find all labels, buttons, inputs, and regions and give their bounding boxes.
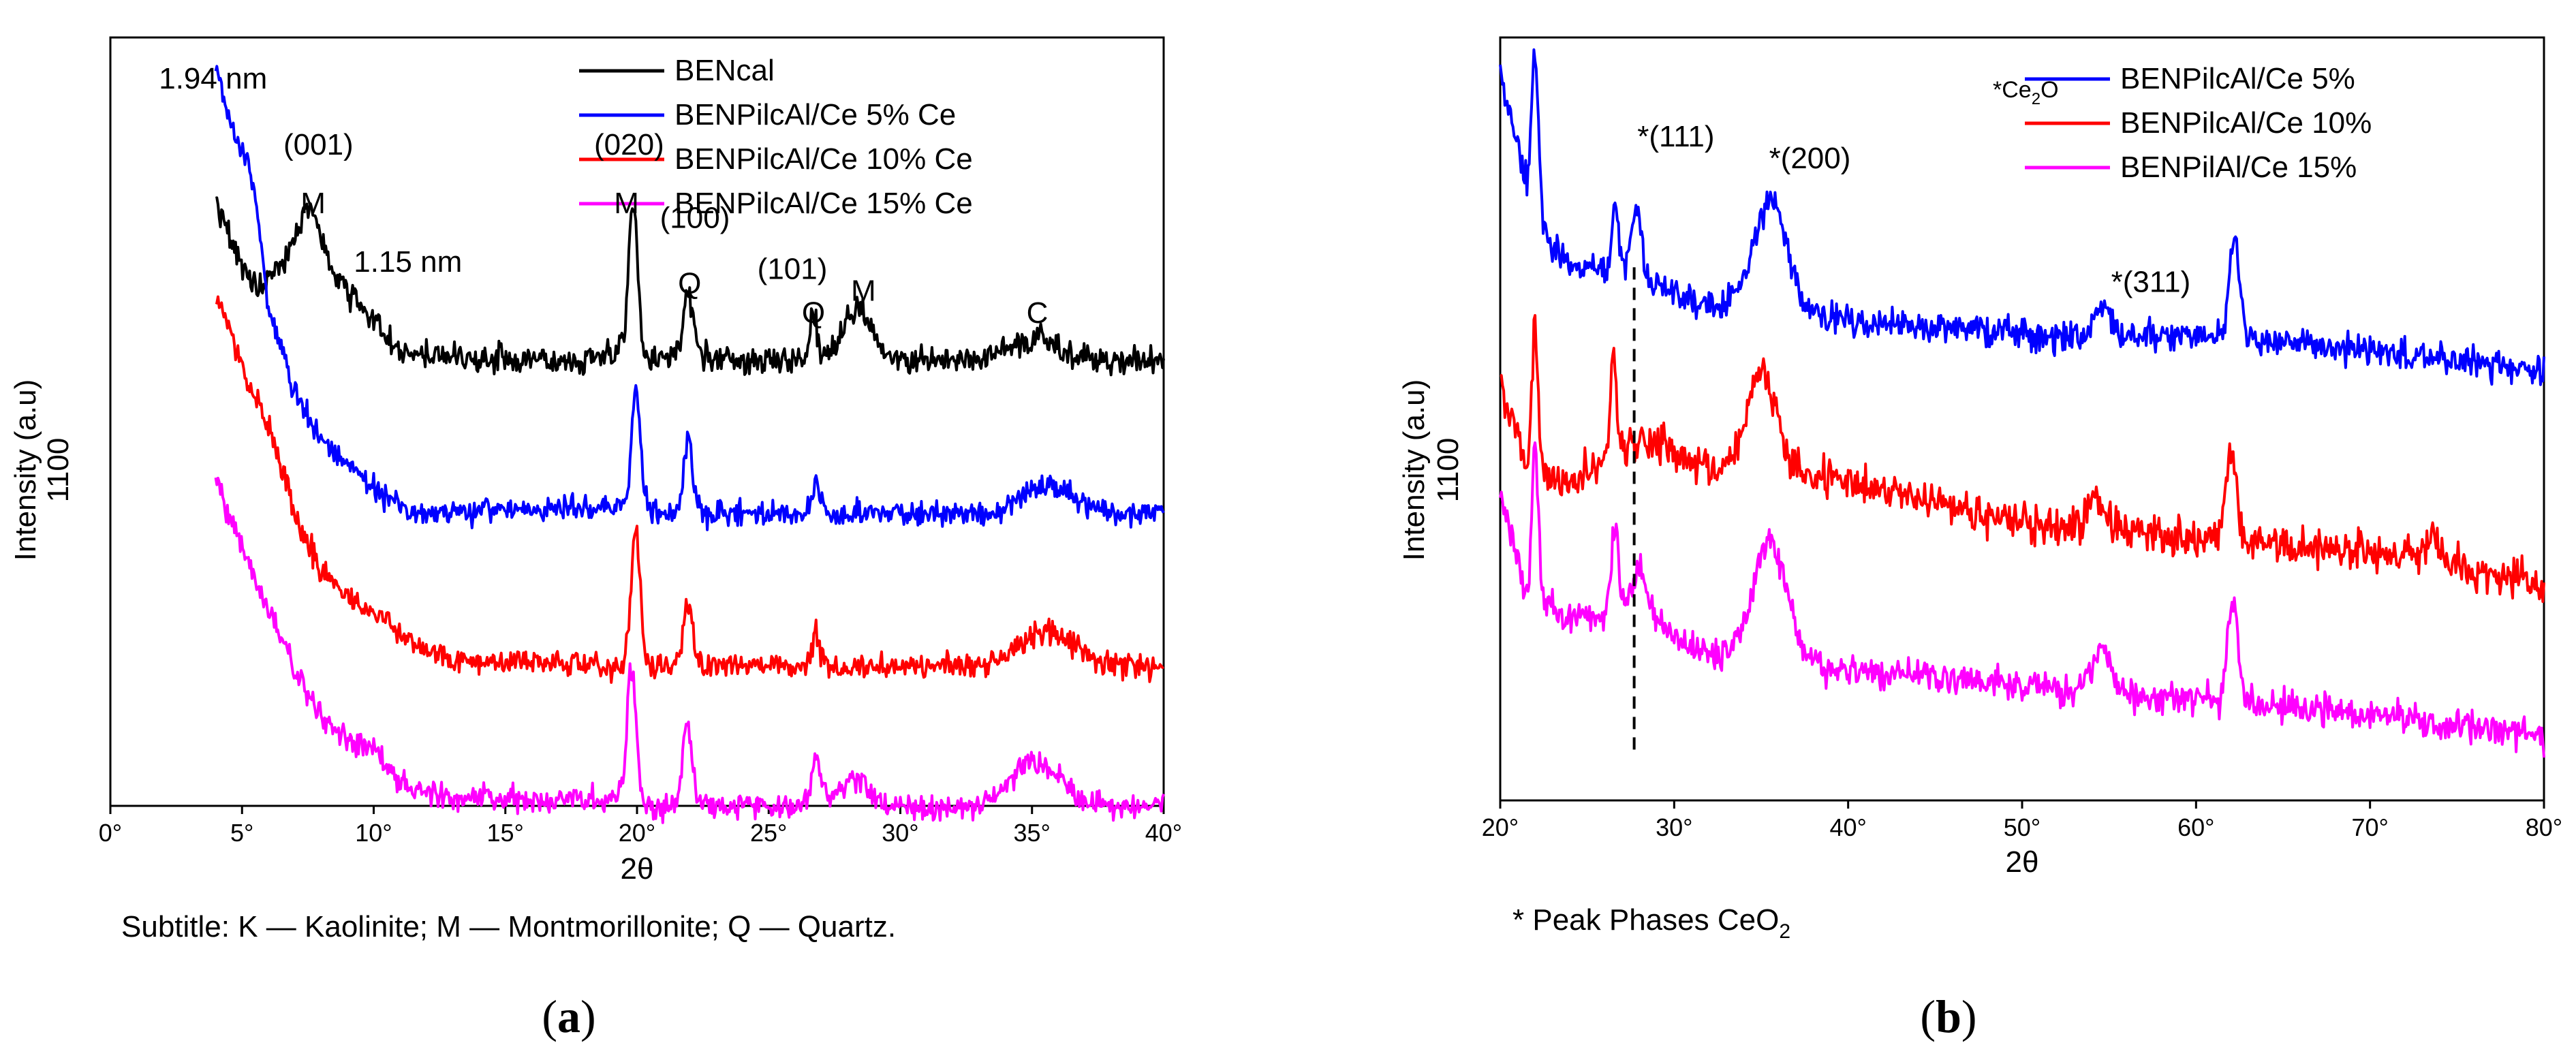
x-tick-label-a: 15° <box>487 819 524 847</box>
peak-annotation-b: *(311) <box>2111 265 2191 298</box>
x-tick-label-b: 30° <box>1656 813 1692 841</box>
peak-annotation-a: 1.94 nm <box>159 62 267 95</box>
y-axis-title-b: Intensity (a.u) <box>1397 379 1431 561</box>
panel-label-b: (b) <box>1920 990 1976 1042</box>
x-axis-title-b: 2θ <box>2006 845 2039 879</box>
panel-label-a: (a) <box>542 990 595 1042</box>
peak-annotation-b: *(200) <box>1769 142 1851 175</box>
series-group-a <box>214 65 1165 824</box>
series-line-a-2 <box>214 65 1165 531</box>
peak-annotation-a: Q <box>802 296 825 330</box>
peak-annotation-a: (101) <box>758 253 828 286</box>
legend-label-b: BENPilcAl/Ce 10% <box>2120 106 2372 140</box>
x-tick-label-a: 40° <box>1145 819 1182 847</box>
legend-label-b: BENPilcAl/Ce 5% <box>2120 62 2355 95</box>
series-line-b-3 <box>1499 441 2545 758</box>
series-line-a-3 <box>215 295 1165 684</box>
y-axis-title-a: Intensity (a.u) <box>9 379 42 561</box>
x-tick-label-a: 35° <box>1014 819 1051 847</box>
series-line-a-1 <box>215 196 1165 377</box>
peak-annotation-a: M <box>614 187 639 220</box>
peak-annotation-a: M <box>851 275 876 308</box>
x-tick-label-a: 30° <box>882 819 918 847</box>
peak-annotation-a: M <box>300 187 326 220</box>
x-tick-label-b: 40° <box>1829 813 1866 841</box>
x-tick-label-a: 5° <box>230 819 253 847</box>
x-tick-label-a: 10° <box>355 819 392 847</box>
series-line-b-2 <box>1500 314 2545 604</box>
chart-panel-b: 20° 30° 40° 50° 60° 70° 80° 2θ Intensity (a.u) 11… <box>1397 36 2562 1042</box>
legend-label-b: BENPilAl/Ce 15% <box>2120 151 2357 184</box>
y-axis-scale-label-b: 1100 <box>1431 438 1465 503</box>
legend-header: *Ce2O <box>1993 77 2059 108</box>
peak-annotation-a: (001) <box>283 128 354 161</box>
x-tick-label-a: 20° <box>619 819 655 847</box>
series-line-b-1 <box>1499 48 2545 386</box>
footnote-b: * Peak Phases CeO2 <box>1512 903 1790 943</box>
series-line-a-4 <box>214 476 1165 824</box>
peak-annotation-a: Q <box>678 267 701 300</box>
legend-b: BENPilcAl/Ce 5% BENPilcAl/Ce 10% BENPilAl/… <box>1993 62 2372 184</box>
peak-annotation-a: C <box>1027 296 1049 330</box>
peak-annotation-a: 1.15 nm <box>354 245 462 279</box>
x-tick-label-a: 0° <box>99 819 122 847</box>
chart-panel-a: 0° 5° 10° 15° 20° 25° 30° 35° 40° 2θ Intensity (a.… <box>9 36 1182 1042</box>
y-axis-scale-label-a: 1100 <box>42 438 75 503</box>
x-tick-label-b: 80° <box>2526 813 2562 841</box>
legend-label-a: BENcal <box>674 54 775 87</box>
series-group-b <box>1499 48 2545 758</box>
x-axis-title-a: 2θ <box>621 852 654 886</box>
legend-label-a: BENPilcAl/Ce 10% Ce <box>674 142 973 176</box>
peak-annotation-b: *(111) <box>1637 120 1714 153</box>
legend-label-a: BENPilcAl/Ce 5% Ce <box>674 98 956 131</box>
legend-label-a: BENPilcAl/Ce 15% Ce <box>674 187 973 220</box>
legend-a: BENcal BENPilcAl/Ce 5% Ce BENPilcAl/Ce 10%… <box>579 54 973 220</box>
x-tick-label-b: 50° <box>2004 813 2040 841</box>
peak-annotation-a: (100) <box>660 201 730 234</box>
x-tick-label-b: 20° <box>1482 813 1519 841</box>
x-tick-label-b: 60° <box>2177 813 2214 841</box>
peak-annotation-a: (020) <box>594 128 664 161</box>
footnote-a: Subtitle: K — Kaolinite; M — Montmorillo… <box>121 910 896 943</box>
x-tick-label-b: 70° <box>2351 813 2388 841</box>
x-tick-label-a: 25° <box>750 819 787 847</box>
